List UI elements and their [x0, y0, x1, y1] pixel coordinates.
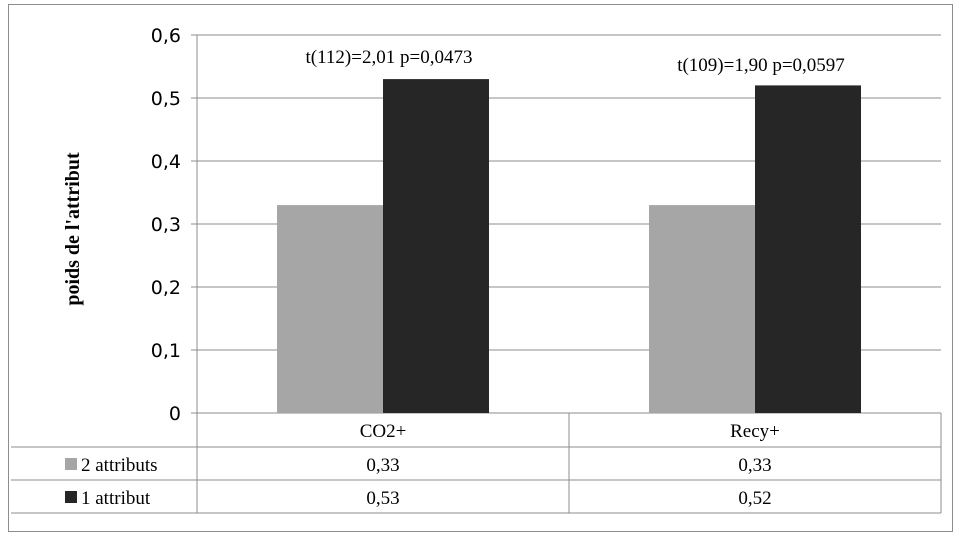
legend-series-name: 2 attributs: [81, 455, 158, 476]
y-tick-label: 0,1: [151, 340, 181, 362]
table-value: 0,53: [366, 488, 399, 509]
bar-two-attributs-co2: [277, 205, 383, 413]
legend-swatch: [65, 491, 77, 503]
bar-chart: 00,10,20,30,40,50,6 poids de l'attribut …: [11, 25, 942, 514]
y-axis: 0 0,1 0,2 0,3 0,4 0,5 0,6: [151, 25, 198, 425]
y-tick-label: 0,3: [151, 214, 181, 236]
y-tick-label: 0,4: [151, 151, 181, 173]
bar-one-attribut-recy: [755, 85, 861, 414]
table-value: 0,52: [738, 488, 771, 509]
table-value: 0,33: [738, 455, 771, 476]
legend-series-name: 1 attribut: [81, 488, 151, 509]
y-tick-label: 0,5: [151, 88, 181, 110]
bars: [277, 79, 861, 414]
annotations: t(112)=2,01 p=0,0473 t(109)=1,90 p=0,0597: [306, 47, 845, 76]
y-axis-label: poids de l'attribut: [62, 152, 84, 306]
category-label: CO2+: [360, 421, 407, 442]
significance-annotation: t(109)=1,90 p=0,0597: [677, 55, 845, 76]
bar-two-attributs-recy: [649, 205, 755, 413]
chart-frame: 0 0,1 0,2 0,3 0,4 0,5 0,6 poids de l'attribut …: [8, 4, 953, 532]
significance-annotation: t(112)=2,01 p=0,0473: [306, 47, 473, 68]
table-value: 0,33: [366, 455, 399, 476]
category-label: Recy+: [730, 421, 780, 442]
bar-one-attribut-co2: [383, 79, 489, 413]
y-tick-label: 0,2: [151, 277, 181, 299]
y-tick-label: 0: [169, 403, 181, 425]
y-tick-label: 0,6: [151, 25, 181, 47]
legend-swatch: [65, 458, 77, 470]
data-table: CO2+ Recy+ 2 attributs 0,33 0,33 1 attribut 0,…: [11, 413, 942, 514]
